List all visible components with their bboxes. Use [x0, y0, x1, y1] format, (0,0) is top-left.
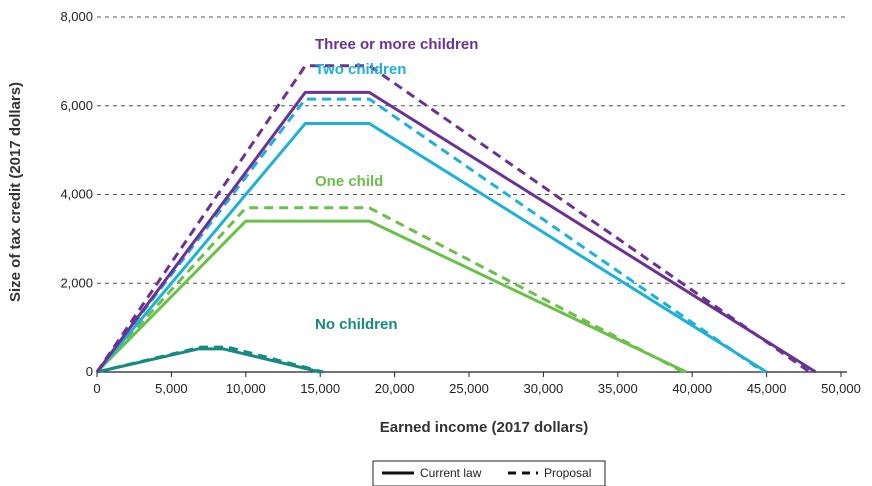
x-tick-label: 35,000 — [598, 381, 638, 396]
x-tick-label: 10,000 — [226, 381, 266, 396]
x-tick-label: 5,000 — [155, 381, 188, 396]
series-lines — [95, 64, 817, 374]
x-tick-label: 20,000 — [375, 381, 415, 396]
series-line — [95, 97, 765, 374]
y-axis-title: Size of tax credit (2017 dollars) — [7, 82, 24, 302]
x-tick-label: 50,000 — [821, 381, 861, 396]
legend-current-law-label: Current law — [420, 466, 482, 480]
y-tick-label: 8,000 — [60, 9, 93, 24]
x-axis-title: Earned income (2017 dollars) — [380, 419, 588, 436]
y-tick-label: 2,000 — [60, 275, 93, 290]
series-line — [95, 64, 811, 374]
series-line — [95, 122, 768, 374]
legend: Current law Proposal — [372, 460, 606, 486]
legend-box — [372, 460, 606, 486]
y-tick-label: 4,000 — [60, 187, 93, 202]
series-group-label: No children — [315, 316, 398, 333]
series-group-label: One child — [315, 173, 383, 190]
legend-proposal-label: Proposal — [544, 466, 591, 480]
series-line — [96, 345, 324, 374]
series-group-label: Three or more children — [315, 36, 478, 53]
series-line — [96, 347, 321, 374]
x-tick-label: 45,000 — [747, 381, 787, 396]
x-tick-label: 40,000 — [672, 381, 712, 396]
y-tick-label: 0 — [86, 364, 93, 379]
series-group-label: Two children — [315, 61, 406, 78]
series-line — [95, 219, 687, 374]
x-tick-label: 30,000 — [524, 381, 564, 396]
series-line — [95, 206, 684, 374]
axes: 0 2,000 4,000 6,000 8,000 0 5,000 10,000 15,000 2… — [60, 9, 860, 396]
gridlines — [97, 16, 847, 284]
y-tick-label: 6,000 — [60, 98, 93, 113]
x-tick-label: 15,000 — [300, 381, 340, 396]
series-line — [95, 90, 817, 374]
x-tick-label: 0 — [93, 381, 100, 396]
x-tick-label: 25,000 — [449, 381, 489, 396]
series-labels: No children One child Two children Three or… — [315, 36, 478, 333]
